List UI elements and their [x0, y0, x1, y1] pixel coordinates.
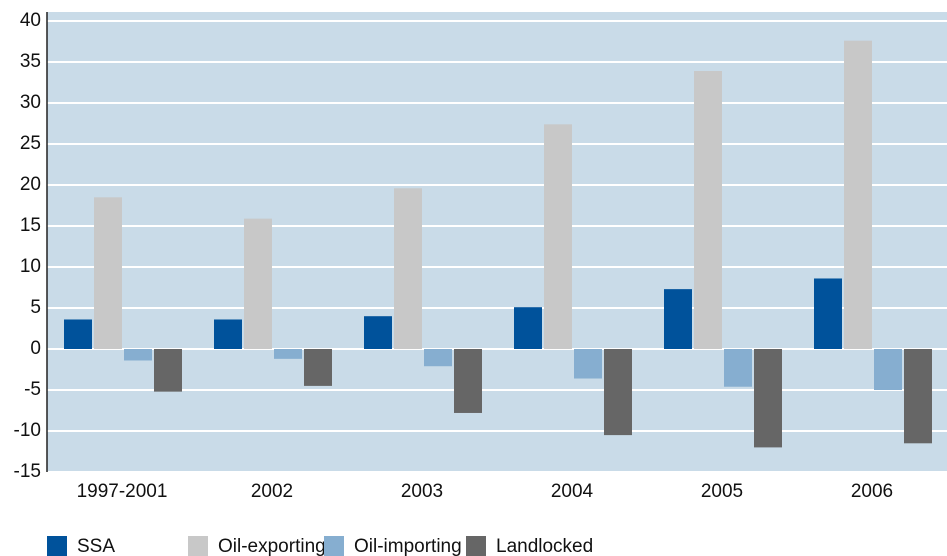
bar [664, 289, 692, 349]
bar [64, 319, 92, 349]
bar [844, 40, 872, 350]
bar [214, 319, 242, 349]
bar [304, 349, 332, 386]
y-tick-label: 10 [20, 256, 41, 277]
y-tick-label: 35 [20, 51, 41, 72]
legend-label: Landlocked [496, 536, 593, 556]
x-tick-label: 2004 [551, 481, 594, 502]
legend-swatch [466, 536, 486, 556]
y-tick-label: 5 [30, 297, 41, 318]
bar [544, 124, 572, 349]
y-tick-label: 0 [30, 338, 41, 359]
bar [154, 349, 182, 392]
bar [604, 349, 632, 436]
bar [124, 349, 152, 361]
legend-swatch [47, 536, 67, 556]
legend-swatch [188, 536, 208, 556]
x-tick-label: 1997-2001 [77, 481, 168, 502]
bar [394, 188, 422, 349]
bar [364, 316, 392, 349]
x-tick-label: 2003 [401, 481, 443, 502]
x-tick-label: 2006 [851, 481, 893, 502]
x-tick-label: 2002 [251, 481, 293, 502]
y-tick-label: -10 [14, 420, 41, 441]
bar [874, 349, 902, 390]
y-tick-label: 30 [20, 92, 41, 113]
y-tick-label: 40 [20, 10, 41, 31]
y-tick-label: 20 [20, 174, 41, 195]
legend-label: Oil-importing [354, 536, 462, 556]
y-tick-label: 25 [20, 133, 41, 154]
bar [814, 278, 842, 349]
bar [724, 349, 752, 387]
plot-background [47, 12, 947, 472]
bar [424, 349, 452, 367]
bar [904, 349, 932, 444]
bar [454, 349, 482, 413]
bar [514, 307, 542, 349]
y-tick-label: 15 [20, 215, 41, 236]
y-tick-label: -5 [24, 379, 41, 400]
legend-swatch [324, 536, 344, 556]
legend-label: SSA [77, 536, 115, 556]
x-tick-label: 2005 [701, 481, 743, 502]
legend-label: Oil-exporting [218, 536, 326, 556]
bar [244, 218, 272, 349]
bar [94, 197, 122, 349]
bar [574, 349, 602, 379]
bar [274, 349, 302, 359]
y-tick-label: -15 [14, 461, 41, 482]
bar [694, 71, 722, 350]
bar [754, 349, 782, 448]
